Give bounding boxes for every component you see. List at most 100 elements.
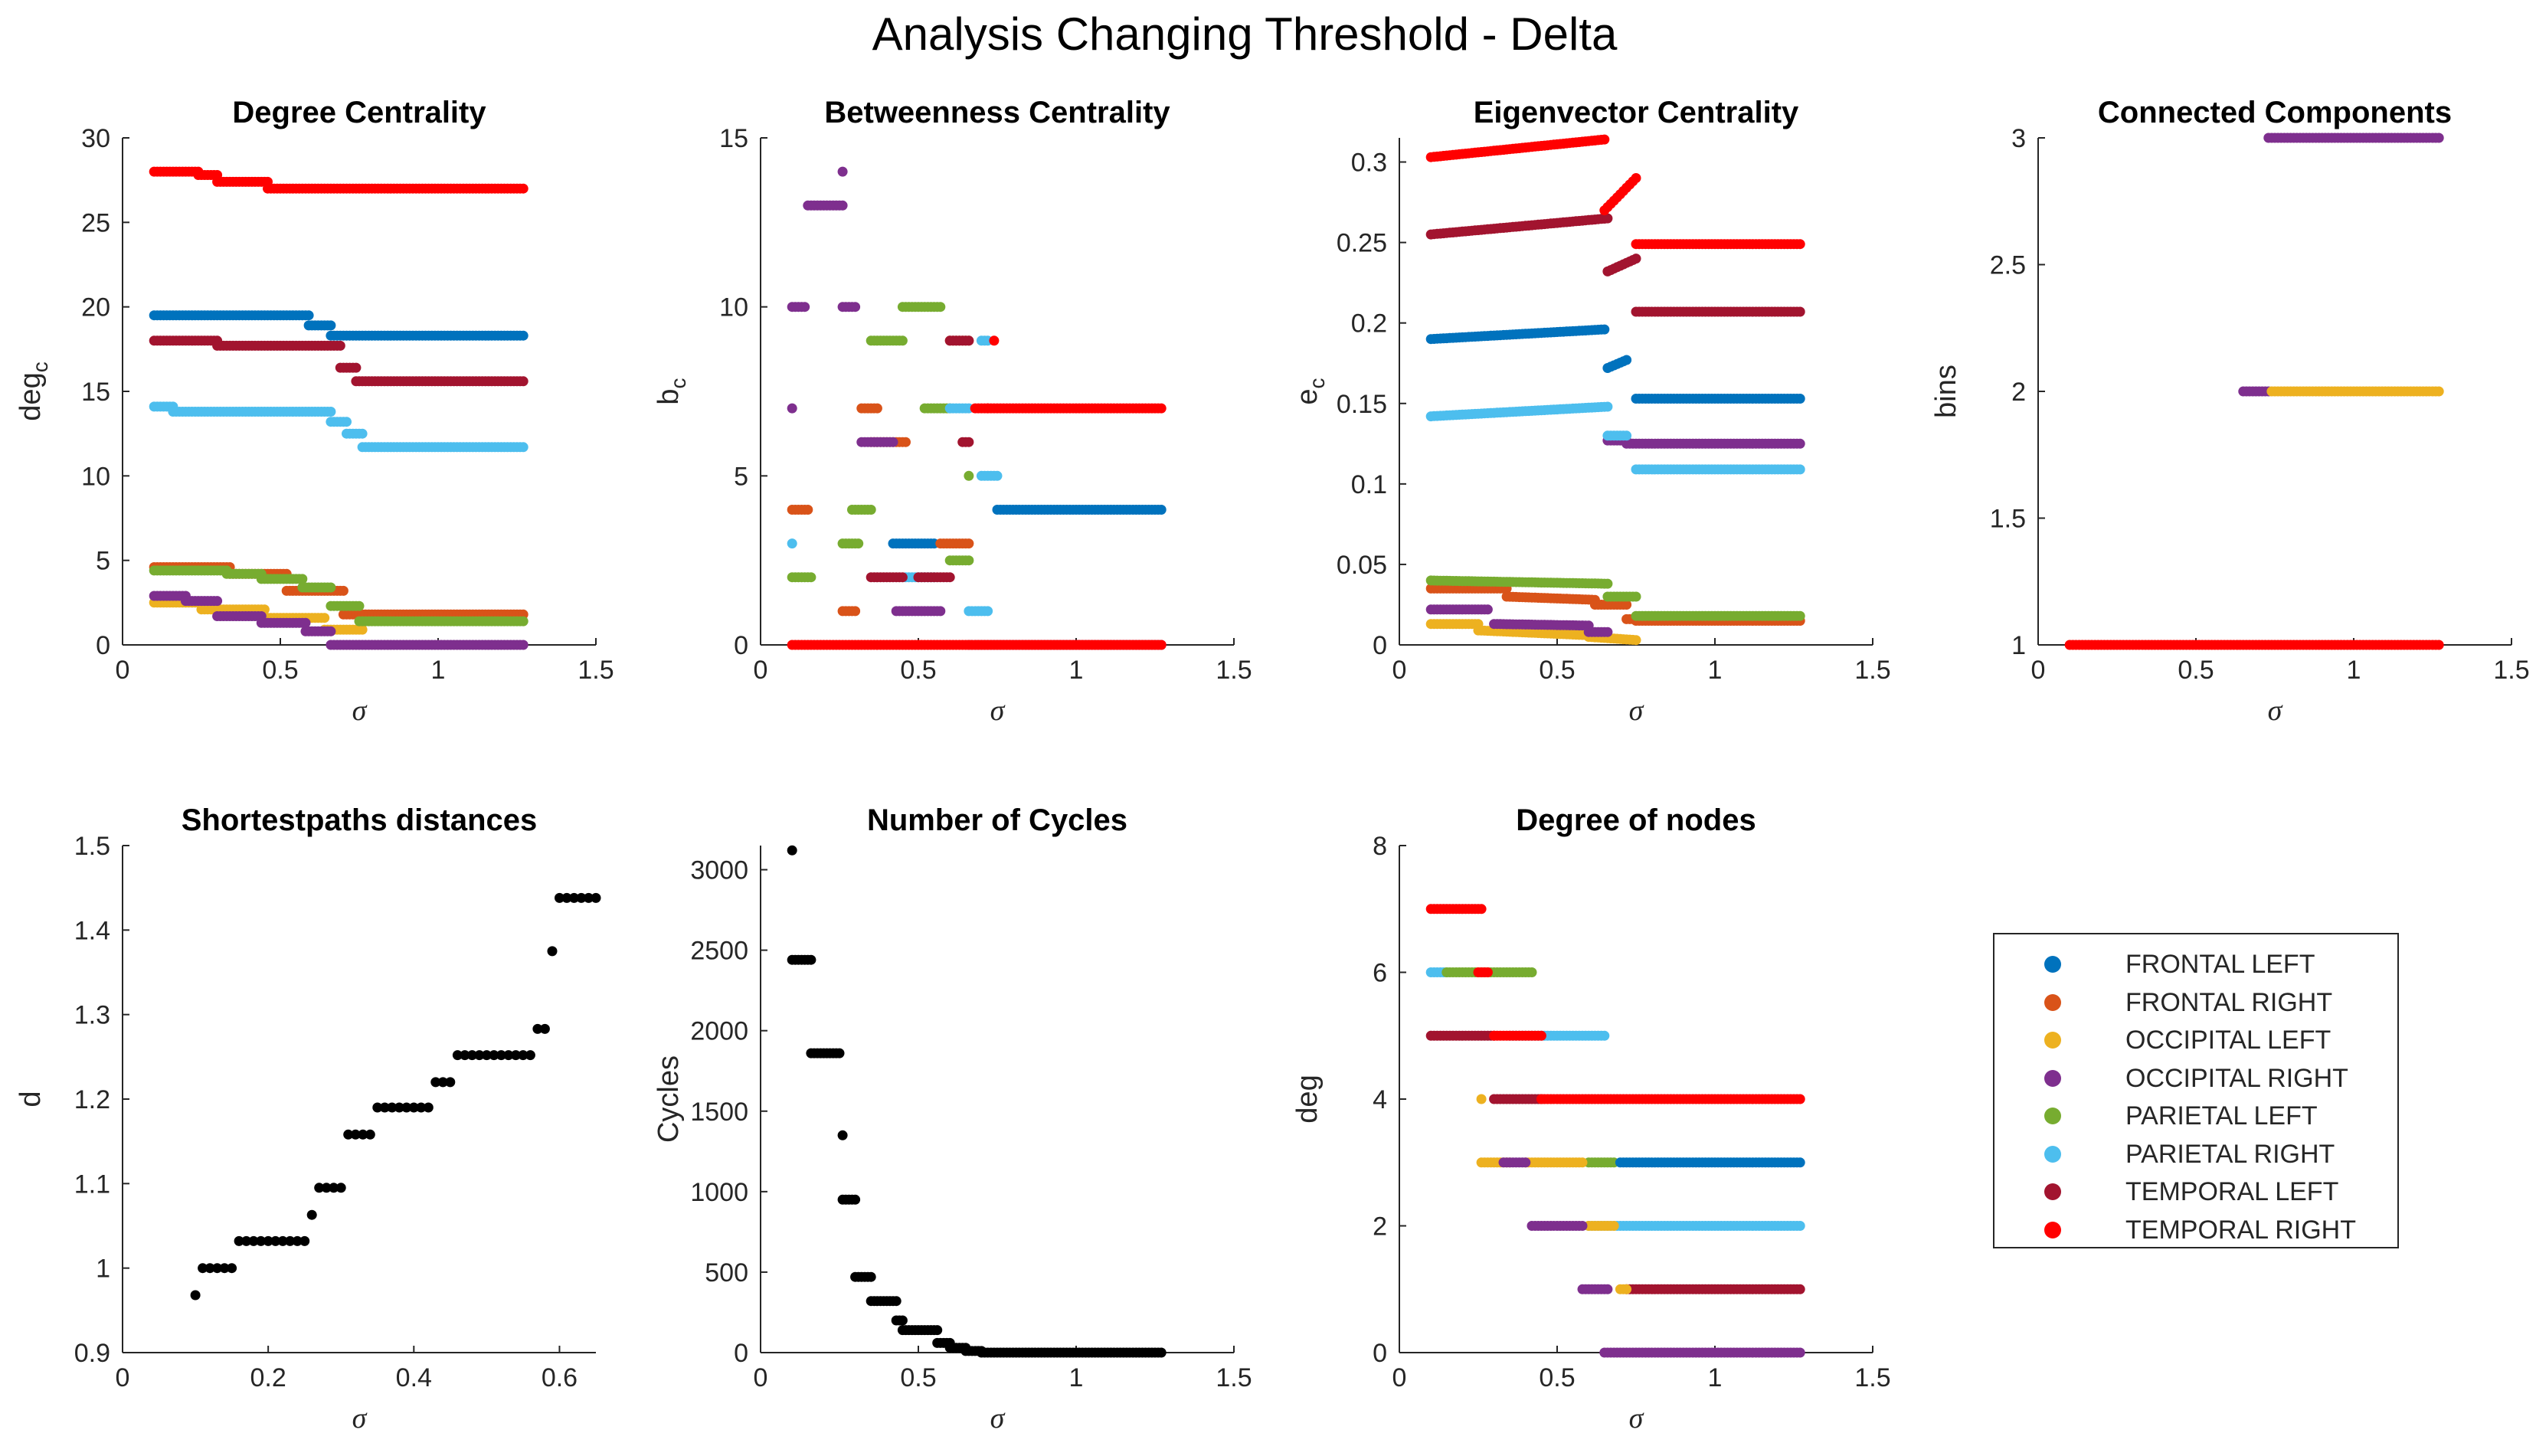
data-point [897, 1315, 908, 1326]
data-point [1621, 430, 1632, 441]
data-point [853, 538, 864, 549]
data-point [532, 1023, 543, 1034]
data-point [466, 1050, 477, 1061]
data-point [1577, 1157, 1588, 1168]
x-tick-label: 1 [1708, 1363, 1723, 1392]
series-frontal-left [1425, 324, 1805, 404]
y-tick-label: 10 [719, 293, 748, 322]
series-cycles [787, 845, 1167, 1358]
data-point [518, 376, 528, 387]
data-point [850, 606, 861, 617]
chart-shortestpaths-distances: 0 0.2 0.4 0.6 0.9 1 1.1 1.2 1.3 1.4 1.5 Shortestpat… [15, 803, 601, 1435]
data-point [190, 1290, 201, 1301]
y-tick-label: 1500 [690, 1098, 748, 1127]
y-tick-label: 1.5 [74, 832, 110, 861]
legend-item: FRONTAL LEFT [1994, 948, 2397, 979]
chart-betweenness-centrality: 0 0.5 1 1.5 0 5 10 15 Betweenness Centrality σ bc [653, 96, 1252, 727]
legend-label: TEMPORAL RIGHT [2125, 1215, 2356, 1245]
series-frontal-left [1615, 1157, 1805, 1168]
y-tick-label: 0.9 [74, 1339, 110, 1368]
data-point [292, 1235, 303, 1246]
data-point [518, 183, 528, 194]
data-point [935, 606, 946, 617]
data-point [518, 442, 528, 453]
x-tick-label: 1 [1708, 656, 1723, 685]
data-point [897, 335, 908, 346]
data-point [510, 1050, 521, 1061]
data-point [518, 640, 528, 650]
y-tick-label: 0 [734, 631, 748, 660]
series-parietal-left [787, 302, 974, 583]
figure-title: Analysis Changing Threshold - Delta [872, 8, 1618, 60]
series-parietal-right [1425, 401, 1805, 475]
chart-title: Shortestpaths distances [182, 803, 538, 837]
data-point [1631, 173, 1641, 183]
data-point [850, 1194, 861, 1205]
x-tick-label: 0.5 [1539, 656, 1575, 685]
legend-item: OCCIPITAL LEFT [1994, 1024, 2397, 1055]
data-point [1795, 438, 1805, 449]
y-tick-label: 25 [81, 208, 110, 237]
data-point [897, 572, 908, 583]
x-tick-label: 1.5 [578, 656, 614, 685]
chart-degree-of-nodes: 0 0.5 1 1.5 0 2 4 6 8 Degree of nodes σ deg [1291, 803, 1891, 1435]
data-point [866, 1271, 876, 1282]
y-tick-label: 1.3 [74, 1001, 110, 1030]
x-tick-label: 1.5 [1854, 656, 1890, 685]
data-point [1156, 1347, 1167, 1358]
data-point [1795, 1347, 1805, 1358]
data-point [561, 892, 572, 903]
data-point [408, 1102, 419, 1113]
data-point [891, 1296, 902, 1307]
data-point [270, 1235, 281, 1246]
series-occipital-right [1498, 1157, 1805, 1358]
x-tick-label: 0.5 [900, 1363, 936, 1392]
y-tick-label: 1 [96, 1255, 110, 1284]
y-tick-label: 0.05 [1337, 551, 1387, 580]
x-axis-label: σ [352, 1402, 368, 1435]
x-tick-label: 1.5 [1216, 656, 1252, 685]
data-point [1599, 324, 1610, 335]
data-point [379, 1102, 390, 1113]
x-tick-label: 1 [1069, 1363, 1084, 1392]
series-temporal-right [2064, 640, 2444, 650]
data-point [1602, 401, 1613, 412]
data-point [787, 403, 797, 414]
data-point [306, 1209, 317, 1220]
y-tick-label: 0.1 [1351, 470, 1387, 499]
legend-item: OCCIPITAL RIGHT [1994, 1062, 2397, 1093]
data-point [806, 954, 816, 965]
data-point [1608, 1221, 1619, 1231]
data-point [401, 1102, 412, 1113]
data-point [350, 1129, 361, 1140]
data-point [1602, 213, 1613, 224]
x-tick-label: 0 [116, 656, 130, 685]
data-point [481, 1050, 492, 1061]
y-tick-label: 10 [81, 462, 110, 491]
x-tick-label: 0.5 [900, 656, 936, 685]
x-axis-label: σ [990, 1402, 1006, 1435]
data-point [335, 340, 345, 351]
data-point [489, 1050, 499, 1061]
series-frontal-left [149, 310, 528, 341]
legend-marker-icon [2044, 1069, 2061, 1087]
data-point [539, 1023, 550, 1034]
data-point [300, 617, 311, 628]
data-point [452, 1050, 463, 1061]
data-point [1795, 239, 1805, 250]
data-point [1482, 604, 1493, 615]
data-point [518, 1050, 528, 1061]
data-point [1621, 355, 1632, 365]
series-occipital-left [1476, 1094, 1632, 1294]
x-tick-label: 1 [431, 656, 446, 685]
y-axis-label: bins [1930, 365, 1962, 418]
data-point [416, 1102, 427, 1113]
data-point [569, 892, 579, 903]
data-point [1795, 1157, 1805, 1168]
legend-label: FRONTAL RIGHT [2125, 987, 2333, 1017]
data-point [866, 505, 876, 515]
data-point [329, 1183, 339, 1193]
data-point [2433, 640, 2444, 650]
data-point [430, 1077, 441, 1088]
data-point [834, 1048, 845, 1058]
